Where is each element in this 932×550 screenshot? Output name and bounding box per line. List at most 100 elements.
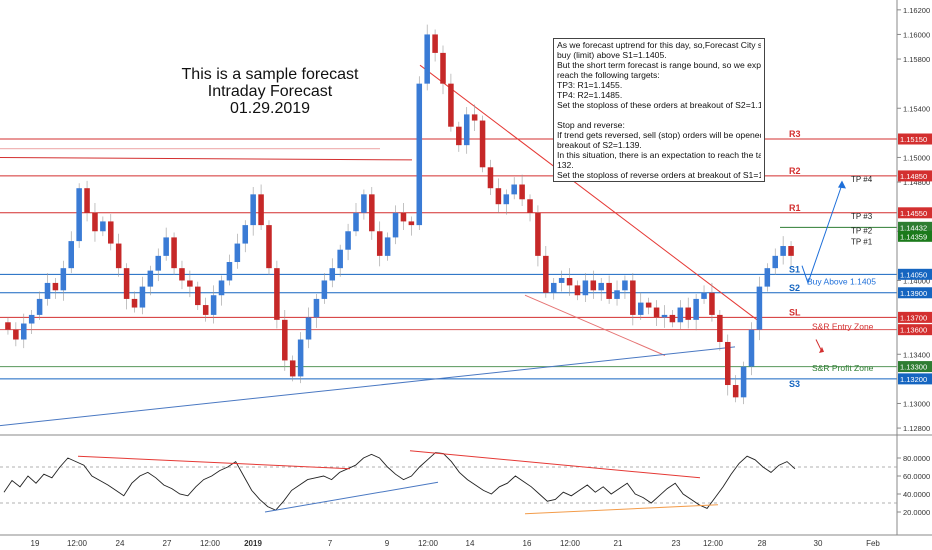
candle-body (416, 83, 423, 226)
price-label-s2: 1.13900 (900, 289, 927, 298)
candle-body (305, 317, 312, 340)
price-label-bg (898, 311, 932, 323)
candle-body (590, 280, 597, 291)
candle-body (748, 329, 755, 367)
profit-zone-label: S&R Profit Zone (812, 363, 874, 373)
price-label-bg (898, 221, 932, 233)
candle-body (764, 268, 771, 287)
price-label-bg (898, 287, 932, 299)
candlestick-series (5, 24, 794, 405)
candle-body (550, 282, 557, 293)
candle-body (566, 278, 573, 286)
candle-body (740, 366, 747, 398)
time-tick-label: 7 (328, 539, 333, 548)
time-tick-label: 21 (614, 539, 623, 548)
tp3-label: TP #3 (851, 212, 873, 221)
candle-body (448, 83, 454, 127)
note-line: breakout of S2=1.139. (557, 140, 642, 150)
candle-body (226, 262, 233, 281)
candle-body (313, 298, 320, 318)
time-tick-label: 12:00 (418, 539, 439, 548)
price-label-price: 1.14359 (900, 232, 927, 241)
note-line: 132. (557, 160, 574, 170)
candle-body (487, 167, 494, 189)
candle-body (218, 280, 225, 296)
level-tag-r3: R3 (789, 129, 801, 139)
price-label-s1: 1.14050 (900, 270, 927, 279)
level-tag-s2: S2 (789, 283, 800, 293)
candle-body (669, 314, 676, 323)
candle-body (606, 282, 612, 299)
candle-body (52, 282, 59, 291)
tp2-label: TP #2 (851, 226, 873, 235)
time-tick-label: 12:00 (200, 539, 221, 548)
rsi-tick-label: 60.0000 (903, 472, 930, 481)
down-trendline (419, 64, 758, 321)
candle-body (717, 314, 723, 342)
candle-body (408, 221, 415, 226)
candle-body (432, 34, 438, 53)
time-tick-label: 16 (523, 539, 532, 548)
candle-body (384, 237, 391, 256)
candle-body (60, 268, 67, 291)
time-tick-label: 19 (31, 539, 40, 548)
candle-body (345, 231, 351, 250)
candle-body (400, 212, 407, 222)
price-tick-label: 1.15800 (903, 55, 930, 64)
price-label-r1: 1.14550 (900, 209, 927, 218)
candle-body (131, 298, 138, 308)
time-tick-label: 12:00 (67, 539, 88, 548)
buy-above-label: Buy Above 1.1405 (807, 276, 876, 286)
candle-body (171, 237, 177, 269)
candle-body (582, 280, 589, 296)
rsi-trendline (77, 455, 351, 470)
rsi-pane: 80.0000 60.0000 40.0000 20.0000 (0, 450, 930, 517)
level-tag-r1: R1 (789, 203, 801, 213)
price-label-r2: 1.14850 (900, 172, 927, 181)
price-label-bg (898, 207, 932, 219)
candle-body (677, 307, 684, 323)
candle-body (202, 305, 209, 315)
note-line: In this situation, there is an expectati… (557, 150, 761, 160)
title-line-2: Intraday Forecast (207, 83, 333, 100)
candle-body (100, 221, 106, 232)
candle-body (115, 243, 122, 269)
candle-body (28, 314, 35, 324)
rsi-trendline (264, 481, 439, 513)
candle-body (661, 314, 668, 318)
candle-body (479, 120, 486, 168)
candle-body (614, 290, 620, 299)
candle-body (282, 319, 288, 361)
candle-body (535, 212, 541, 256)
candle-body (36, 298, 43, 315)
note-line: Set the stoploss of reverse orders at br… (557, 170, 761, 180)
price-tick-label: 1.13000 (903, 399, 930, 408)
note-line: Stop and reverse: (557, 120, 625, 130)
rsi-tick-label: 20.0000 (903, 508, 930, 517)
candle-body (511, 184, 517, 195)
candle-body (147, 270, 154, 287)
price-label-entry: 1.13600 (900, 326, 927, 335)
level-tag-s3: S3 (789, 379, 800, 389)
level-tag-sl: SL (789, 307, 801, 317)
price-label-tp2: 1.14432 (900, 223, 927, 232)
candle-body (44, 282, 51, 299)
price-label-s3: 1.13200 (900, 375, 927, 384)
tp4-label: TP #4 (851, 175, 873, 184)
candle-body (361, 194, 367, 213)
note-line: TP3: R1=1.1455. (557, 80, 623, 90)
tp1-label: TP #1 (851, 237, 873, 246)
price-tick-label: 1.13400 (903, 350, 930, 359)
candle-body (519, 184, 525, 200)
candle-body (84, 188, 90, 213)
rsi-trendline (409, 450, 701, 479)
price-axis: 1.128001.130001.134001.140001.144001.148… (0, 0, 932, 535)
candle-body (76, 188, 82, 242)
target-arrow (801, 184, 843, 285)
annotations: R3 R2 R1 S1 S2 SL S3 TP #4 TP #3 TP #2 TP #1 Buy Ab… (789, 129, 876, 389)
candle-body (329, 268, 336, 281)
time-tick-label: 12:00 (703, 539, 724, 548)
time-tick-label: 12:00 (560, 539, 581, 548)
candle-body (495, 188, 502, 205)
